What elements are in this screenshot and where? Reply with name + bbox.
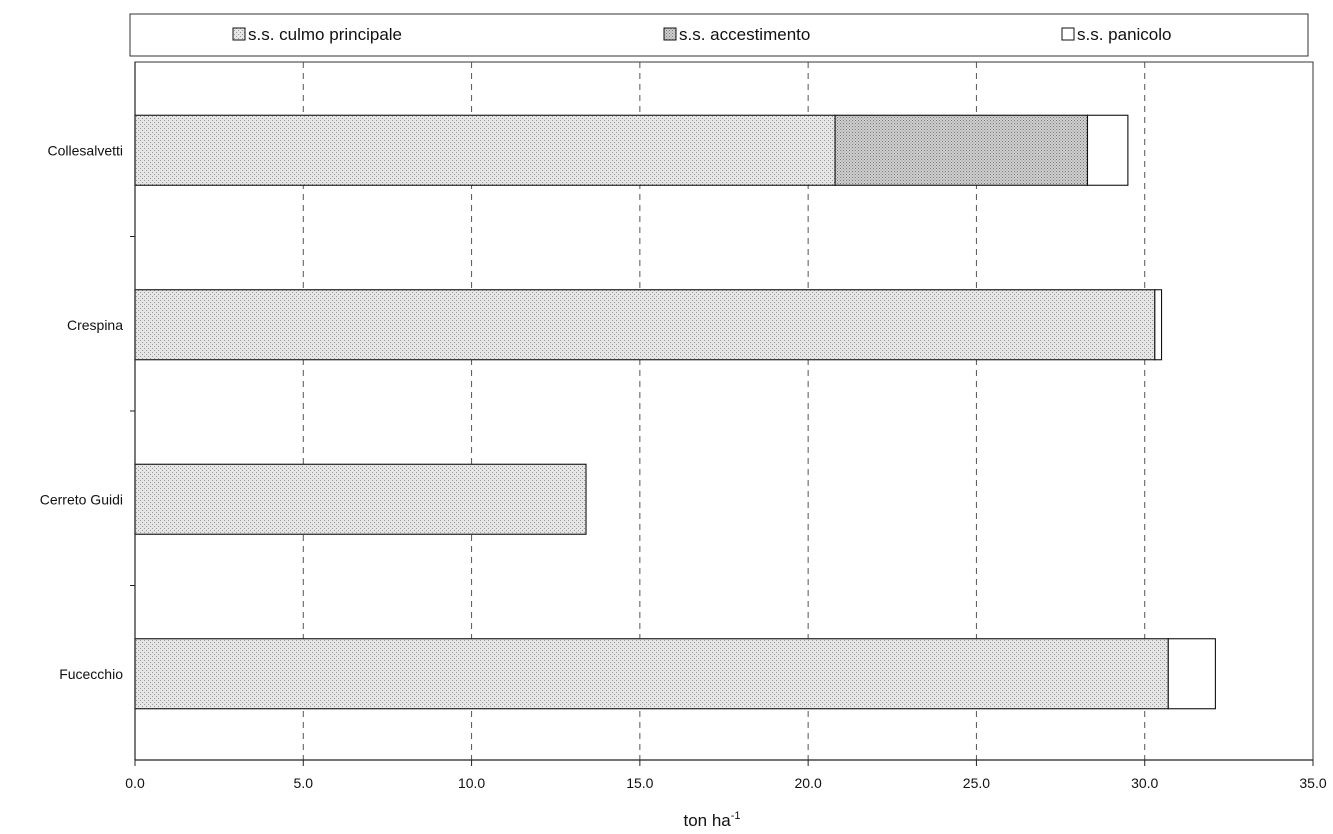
bar-3-0 [134,638,1169,710]
legend-swatch-1 [663,27,677,41]
legend: s.s. culmo principale s.s. accestimento s.… [129,13,1309,57]
category-label-3: Fucecchio [59,666,123,682]
x-tick-label-2: 10.0 [458,775,485,791]
x-tick-label-0: 0.0 [125,775,145,791]
legend-swatch-2 [1061,27,1075,41]
bar-2-0 [134,463,587,535]
x-axis-title-superscript: -1 [731,810,741,822]
x-tick-label-6: 30.0 [1131,775,1158,791]
category-label-2: Cerreto Guidi [40,491,123,507]
x-tick-label-5: 25.0 [963,775,990,791]
x-tick-label-4: 20.0 [795,775,822,791]
bar-0-2 [1086,114,1129,186]
bar-0-1 [834,114,1089,186]
bar-3-2 [1167,638,1216,710]
legend-swatch-0 [232,27,246,41]
legend-frame [129,13,1309,57]
bar-1-0 [134,289,1156,361]
x-tick-label-3: 15.0 [626,775,653,791]
category-label-0: Collesalvetti [48,142,123,158]
legend-label-1: s.s. accestimento [679,25,810,44]
bar-0-0 [134,114,836,186]
x-tick-label-7: 35.0 [1299,775,1326,791]
category-label-1: Crespina [67,317,123,333]
x-axis-title-text: ton ha [683,811,731,830]
x-tick-label-1: 5.0 [294,775,314,791]
plot-area: 0.0 5.0 10.0 15.0 20.0 25.0 30.0 35.0 Collesalv… [40,61,1327,791]
legend-label-0: s.s. culmo principale [248,25,402,44]
x-axis-title: ton ha-1 [683,810,740,830]
bar-1-2 [1154,289,1163,361]
legend-label-2: s.s. panicolo [1077,25,1172,44]
